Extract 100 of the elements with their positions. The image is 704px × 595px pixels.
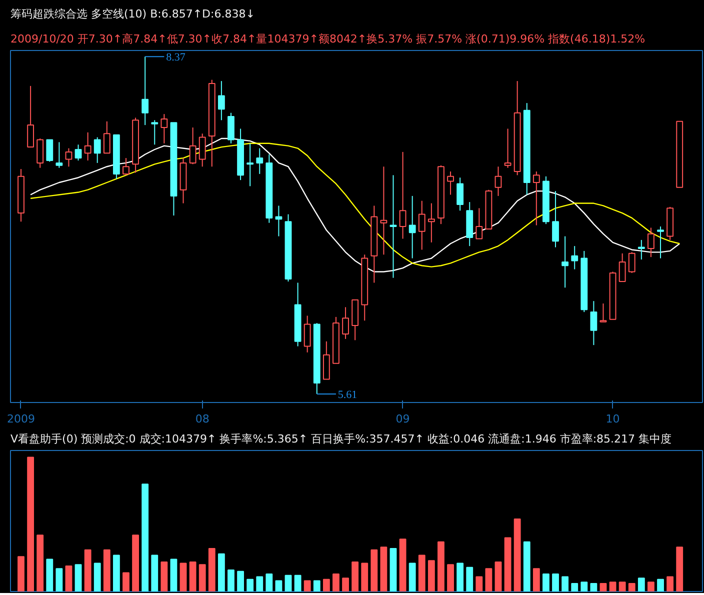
bar	[218, 553, 225, 592]
candlestick	[256, 148, 264, 174]
candlestick	[618, 252, 626, 282]
bar	[399, 538, 406, 592]
bar	[590, 582, 598, 592]
candlestick	[428, 202, 435, 243]
chart-title: 筹码超跌综合选 多空线(10) B:6.857↑D:6.838↓	[10, 8, 255, 20]
bar	[46, 558, 54, 592]
bar	[170, 558, 178, 592]
candlestick	[648, 227, 654, 258]
candlestick	[504, 128, 512, 168]
bar	[294, 574, 302, 592]
bar	[514, 518, 521, 592]
candlestick	[552, 190, 559, 248]
candlestick	[380, 166, 388, 256]
bar	[151, 554, 158, 592]
bar	[657, 578, 664, 592]
candlestick	[218, 80, 225, 121]
candlestick	[571, 246, 578, 270]
candlestick	[562, 236, 569, 288]
x-tick-label: 08	[195, 412, 210, 426]
candlestick	[532, 171, 540, 226]
bar	[456, 562, 464, 592]
bar	[112, 554, 120, 592]
bar	[322, 578, 330, 592]
annotation: 5.61	[338, 388, 358, 401]
bar	[94, 562, 101, 592]
bar	[198, 564, 206, 592]
bar	[438, 541, 444, 592]
bar	[390, 548, 397, 592]
candlestick	[590, 300, 598, 346]
bar	[332, 574, 340, 592]
candlestick	[46, 139, 54, 162]
bar	[266, 574, 273, 592]
bar	[532, 568, 540, 592]
bar	[352, 561, 359, 592]
bar	[180, 562, 187, 592]
bar	[504, 537, 512, 592]
bar	[142, 484, 149, 592]
candlestick	[94, 136, 101, 164]
candlestick	[151, 120, 158, 146]
candlestick	[189, 127, 196, 165]
candlestick	[304, 315, 311, 353]
bar	[313, 580, 320, 592]
bar	[466, 566, 474, 592]
bar	[494, 561, 502, 592]
bar	[562, 576, 569, 592]
candlestick	[84, 132, 92, 161]
bar	[428, 560, 435, 592]
candlestick	[456, 177, 464, 212]
candlestick	[600, 303, 607, 322]
candlestick	[27, 85, 34, 148]
bar	[609, 582, 616, 592]
x-tick-label: 09	[396, 412, 410, 426]
bar	[103, 549, 110, 592]
bar	[408, 562, 416, 592]
candlestick	[246, 142, 254, 187]
bar	[485, 568, 492, 592]
bar	[132, 534, 139, 592]
bar	[36, 534, 44, 592]
candlestick	[275, 205, 282, 237]
candlestick	[494, 166, 502, 196]
bar	[284, 574, 292, 592]
x-tick-label: 2009	[7, 412, 35, 426]
bar	[370, 549, 378, 592]
chart-title: V看盘助手(0) 预测成交:0 成交:104379↑ 换手率%:5.365↑ 百日换手%:357.457↑ 收益:0.046 流通盘:1.946 市盈率:85.217 集中度	[10, 432, 672, 446]
candlestick	[160, 114, 168, 144]
bar	[246, 578, 254, 592]
bar	[275, 580, 282, 592]
bar	[237, 570, 244, 592]
bar	[618, 582, 626, 592]
candlestick	[74, 144, 82, 161]
chart-subtitle: 2009/10/20 开7.30↑高7.84↑低7.30↑收7.84↑量104379↑额8042↑换5.37% 振7.57% 涨(0.71)9.96% 指数(46.18)1.52%	[10, 32, 646, 46]
candlestick	[447, 171, 454, 196]
bar	[648, 582, 654, 592]
bar	[228, 570, 234, 592]
bar	[74, 564, 82, 592]
bar	[600, 582, 607, 592]
bar	[56, 568, 63, 592]
bar	[361, 562, 368, 592]
bar	[189, 561, 196, 592]
bar	[476, 576, 483, 592]
bar	[160, 561, 168, 592]
bar	[304, 580, 311, 592]
candlestick	[408, 195, 416, 259]
bar	[122, 572, 130, 592]
bar	[580, 582, 588, 592]
bar	[523, 541, 530, 592]
bar	[380, 546, 388, 592]
candlestick	[657, 226, 664, 259]
candlestick	[399, 151, 406, 240]
bar	[418, 554, 426, 592]
bar	[84, 549, 92, 592]
bar	[666, 576, 674, 592]
bar	[18, 556, 24, 592]
bar	[27, 456, 34, 592]
bar	[638, 578, 645, 592]
bar	[571, 582, 578, 592]
bar	[342, 578, 349, 592]
bar	[676, 546, 684, 592]
